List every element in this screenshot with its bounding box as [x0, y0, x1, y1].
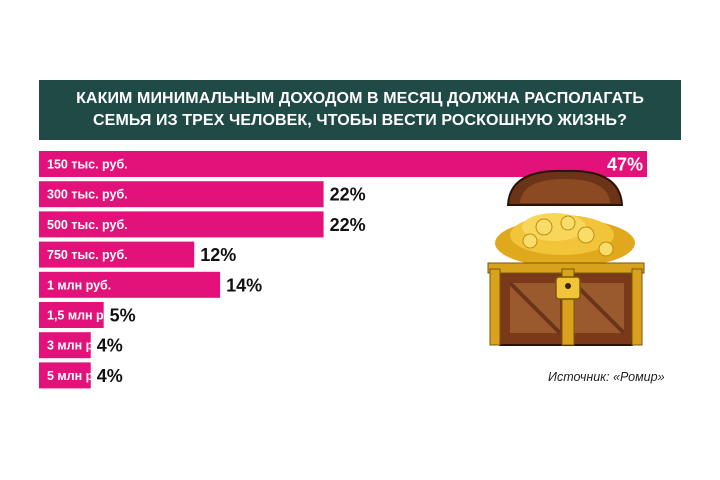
bar-value-label-3: 12%	[200, 245, 236, 265]
bar-1	[39, 181, 324, 208]
title-line-1: КАКИМ МИНИМАЛЬНЫМ ДОХОДОМ В МЕСЯЦ ДОЛЖНА…	[76, 90, 644, 107]
title-band: КАКИМ МИНИМАЛЬНЫМ ДОХОДОМ В МЕСЯЦ ДОЛЖНА…	[39, 80, 681, 140]
bar-3	[39, 241, 195, 268]
bar-value-label-5: 5%	[110, 306, 136, 326]
bar-value-label-6: 4%	[97, 336, 123, 356]
bar-value-label-0: 47%	[607, 155, 643, 175]
bar-category-label-6: 3 млн руб.	[47, 339, 111, 353]
bar-category-label-7: 5 млн руб. и более	[47, 369, 163, 383]
bar-category-label-4: 1 млн руб.	[47, 278, 111, 292]
bar-2	[39, 211, 324, 238]
bar-value-label-1: 22%	[330, 185, 366, 205]
bar-value-label-7: 4%	[97, 366, 123, 386]
bar-value-label-4: 14%	[226, 275, 262, 295]
bar-category-label-1: 300 тыс. руб.	[47, 188, 128, 202]
source-note: Источник: «Ромир»	[548, 370, 665, 384]
bar-4	[39, 271, 221, 298]
bars-group: 150 тыс. руб. 47% 300 тыс. руб. 22% 500 тыс.…	[39, 151, 647, 389]
bar-7	[39, 362, 91, 389]
bar-category-label-5: 1,5 млн руб.	[47, 309, 122, 323]
bar-value-label-2: 22%	[330, 215, 366, 235]
bar-category-label-3: 750 тыс. руб.	[47, 248, 128, 262]
bar-6	[39, 332, 91, 359]
bar-5	[39, 302, 104, 328]
treasure-chest-illustration	[487, 169, 645, 346]
bar-category-label-2: 500 тыс. руб.	[47, 218, 128, 232]
title-line-2: СЕМЬЯ ИЗ ТРЕХ ЧЕЛОВЕК, ЧТОБЫ ВЕСТИ РОСКО…	[93, 112, 627, 129]
bar-category-label-0: 150 тыс. руб.	[47, 158, 128, 172]
